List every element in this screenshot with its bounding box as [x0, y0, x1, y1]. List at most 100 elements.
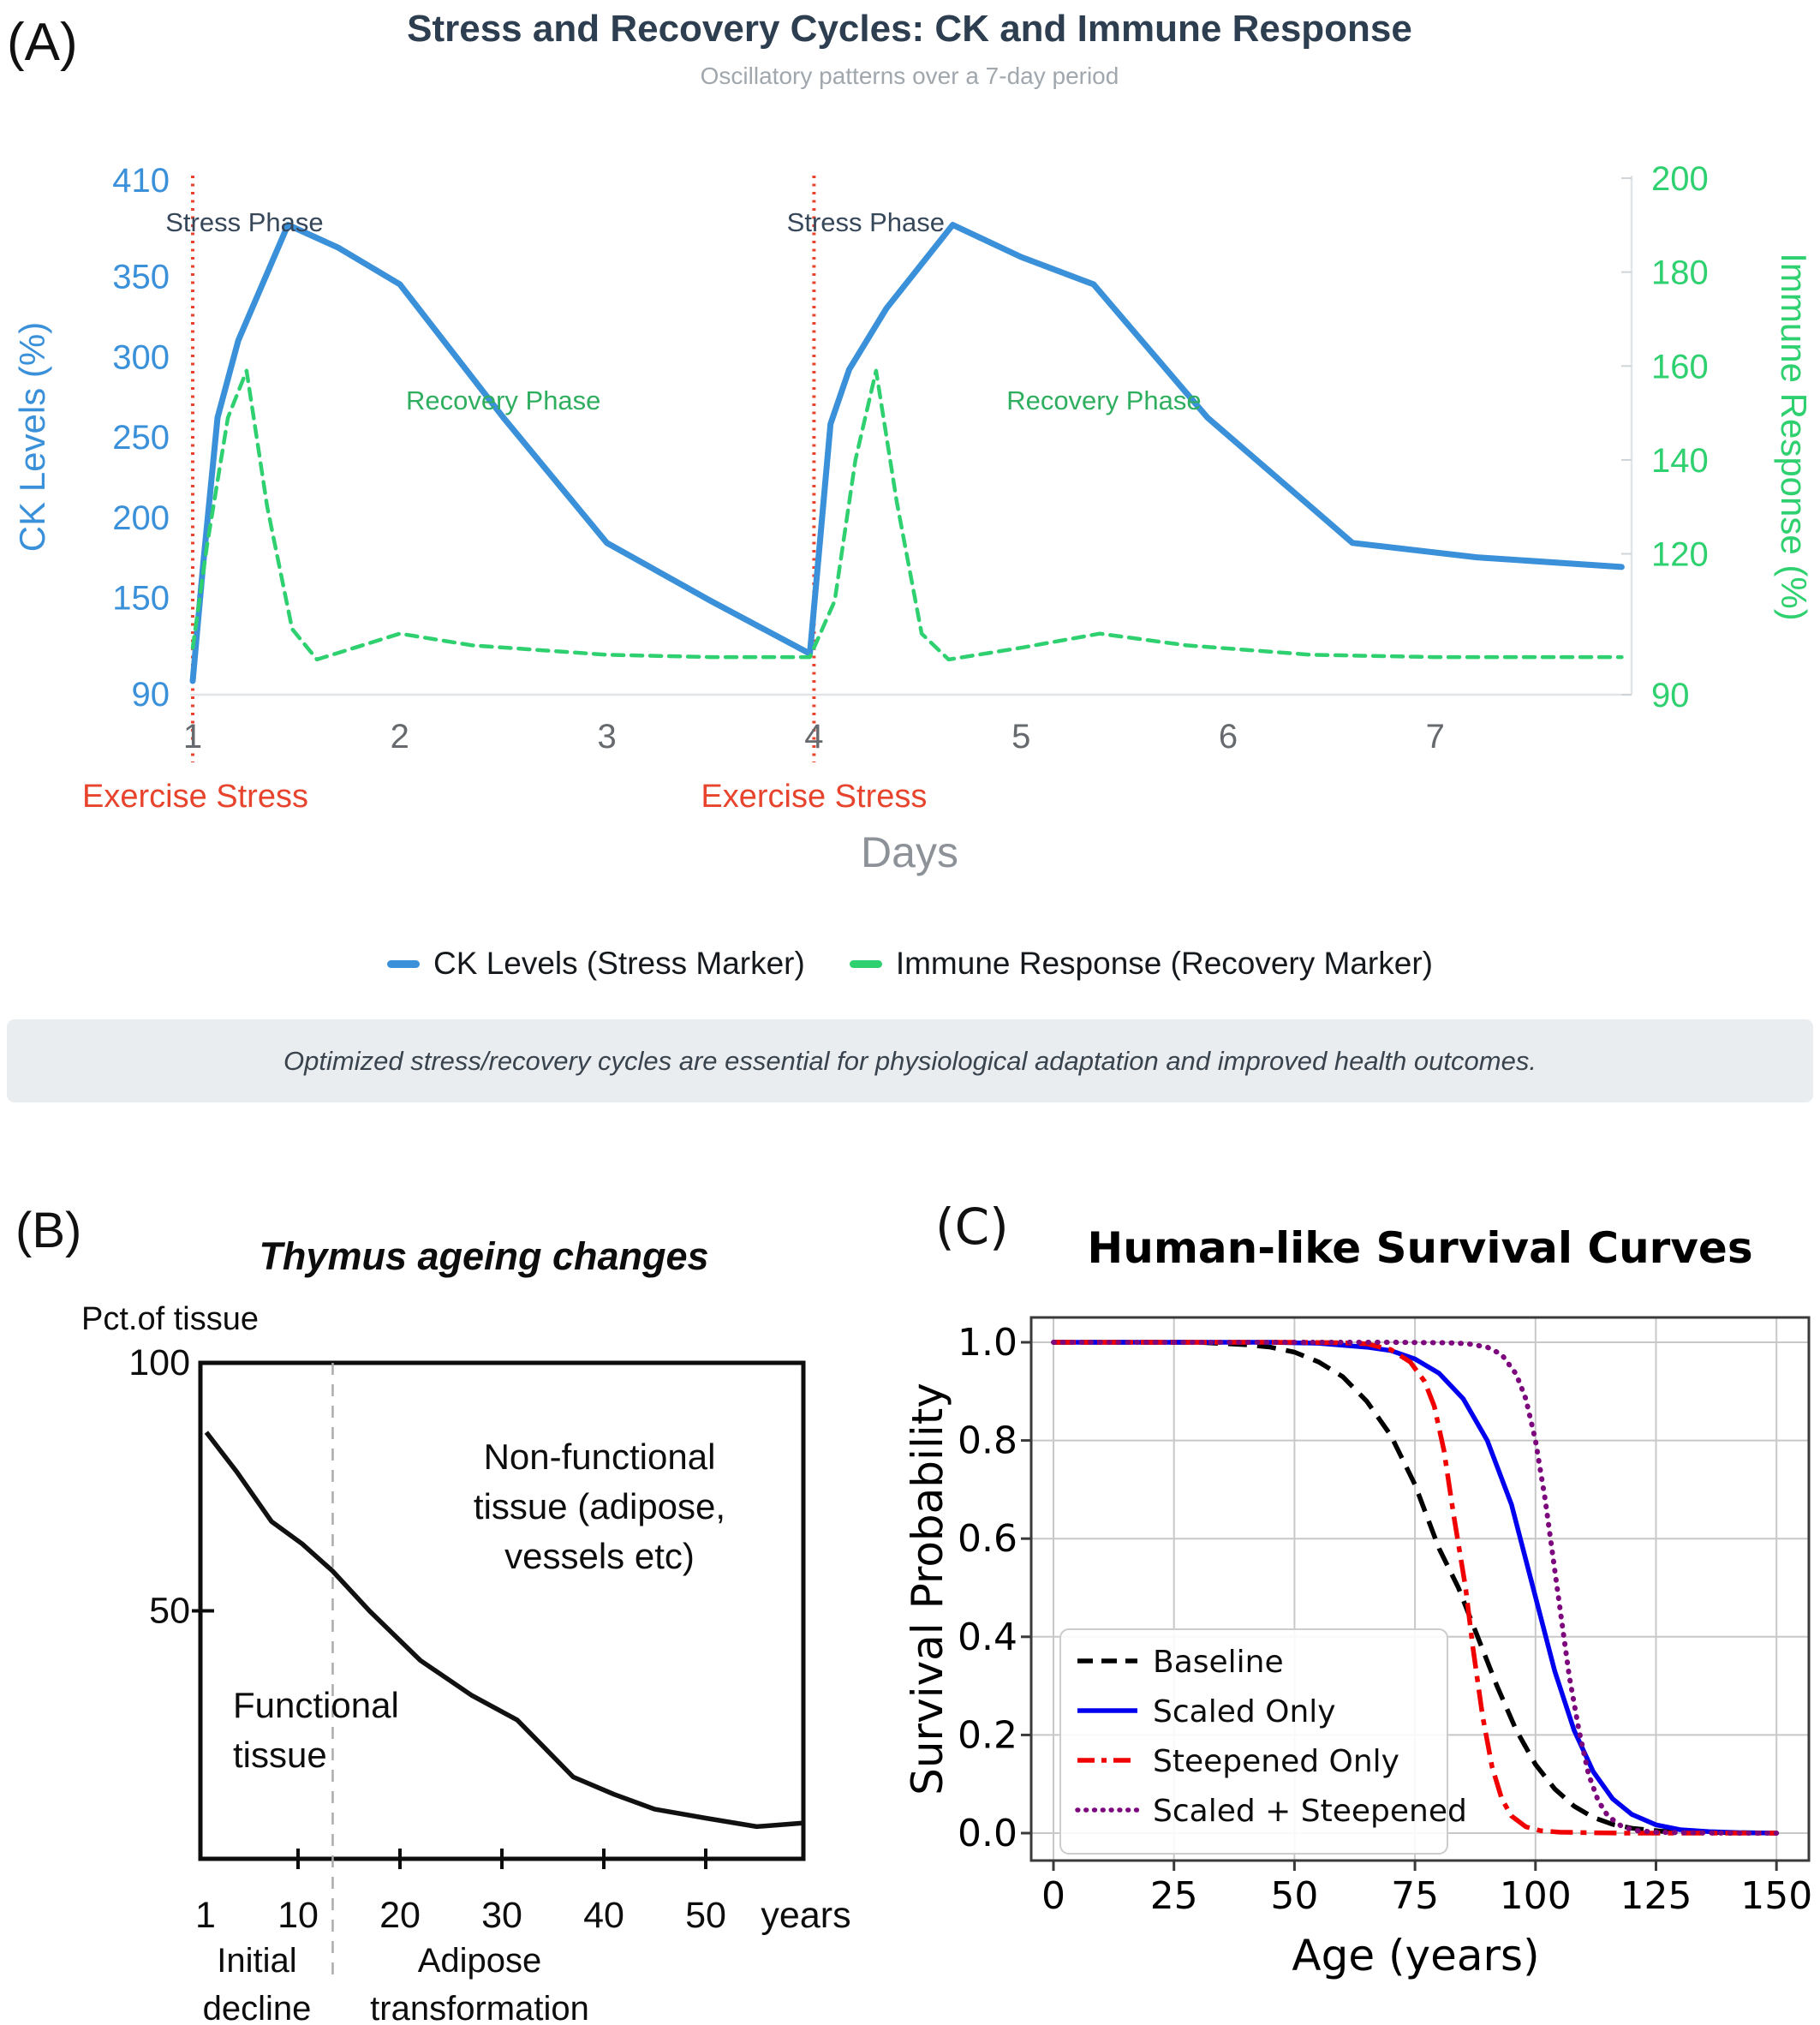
y-right-tick-label: 120 — [1651, 536, 1709, 574]
x-unit-label: years — [761, 1895, 850, 1936]
panel-b-label: (B) — [15, 1203, 81, 1258]
panel-a-annotations: Stress Phase Stress Phase Recovery Phase Re… — [165, 207, 1201, 415]
legend-label: Immune Response (Recovery Marker) — [895, 946, 1433, 981]
recovery-phase-annotation: Recovery Phase — [406, 385, 600, 415]
y-right-tick-label: 200 — [1651, 160, 1709, 198]
y-right-tick-label: 180 — [1651, 254, 1709, 292]
y-tick-label: 0.4 — [958, 1616, 1017, 1659]
y-left-tick-label: 200 — [112, 499, 170, 537]
y-tick-label: 100 — [128, 1342, 190, 1383]
stress-phase-annotation: Stress Phase — [165, 207, 323, 237]
y-tick-label: 1.0 — [958, 1321, 1017, 1365]
y-tick-label: 0.8 — [958, 1419, 1017, 1463]
y-tick-label: 0.2 — [958, 1713, 1017, 1757]
y-tick-label: 0.6 — [958, 1517, 1017, 1561]
x-tick-label: 20 — [379, 1895, 421, 1936]
y-left-tick-label: 90 — [132, 676, 170, 714]
y-left-tick-label: 350 — [112, 259, 170, 296]
x-tick-label: 5 — [1011, 718, 1030, 756]
x-tick-label: 10 — [277, 1895, 319, 1936]
panel-b-y-axis-title: Pct.of tissue — [81, 1301, 259, 1337]
legend-label: Scaled Only — [1153, 1694, 1336, 1729]
steepened-only-line — [1053, 1340, 1777, 1836]
legend-item: CK Levels (Stress Marker) — [387, 946, 805, 982]
recovery-phase-annotation: Recovery Phase — [1006, 385, 1201, 415]
legend-label: Baseline — [1153, 1645, 1284, 1680]
panel-c-tick-labels: 0 25 50 75 100 125 150 0.0 0.2 0.4 0.6 0.8 1.0 — [958, 1321, 1812, 1918]
panel-b-plot — [192, 1360, 806, 1979]
caption-banner: Optimized stress/recovery cycles are ess… — [7, 1019, 1813, 1102]
panel-a-title: Stress and Recovery Cycles: CK and Immun… — [407, 8, 1412, 50]
y-tick-label: 50 — [149, 1591, 190, 1632]
panel-a-event-lines: Exercise Stress Exercise Stress — [82, 176, 927, 815]
panel-c-x-axis-title: Age (years) — [1292, 1931, 1539, 1980]
non-functional-tissue-annotation: vessels etc) — [504, 1536, 695, 1576]
x-tick-label: 3 — [597, 718, 616, 756]
panel-a-x-axis-title: Days — [861, 828, 958, 876]
panel-b-title: Thymus ageing changes — [259, 1234, 708, 1278]
x-tick-label: 1 — [183, 718, 202, 756]
legend-label: Scaled + Steepened — [1153, 1794, 1467, 1829]
panel-a-axes — [190, 176, 1633, 696]
non-functional-tissue-annotation: Non-functional — [484, 1437, 716, 1477]
panel-c-frame — [1021, 1316, 1811, 1871]
panel-a-subtitle: Oscillatory patterns over a 7-day period — [701, 63, 1119, 89]
panel-a-y-left-axis-title: CK Levels (%) — [12, 322, 52, 552]
functional-tissue-annotation: tissue — [233, 1735, 327, 1775]
panel-a-tick-labels: 410 350 300 250 200 150 90 200 180 160 140 120 90 1 2 3… — [112, 160, 1709, 756]
y-left-tick-label: 410 — [112, 162, 170, 200]
panel-a-legend: CK Levels (Stress Marker) Immune Response… — [0, 936, 1820, 991]
exercise-stress-label: Exercise Stress — [82, 779, 308, 815]
panel-b-chart: (B) Thymus ageing changes Pct.of tissue … — [15, 1203, 851, 2025]
legend-swatch — [849, 959, 882, 968]
x-tick-label: 4 — [804, 718, 823, 756]
caption-text: Optimized stress/recovery cycles are ess… — [283, 1045, 1537, 1076]
x-tick-label: 0 — [1041, 1874, 1065, 1918]
panel-c-chart: (C) Human-like Survival Curves Survival … — [903, 1198, 1812, 1980]
panel-a-chart: (A) Stress and Recovery Cycles: CK and I… — [7, 8, 1814, 876]
x-tick-label: 30 — [481, 1895, 522, 1936]
x-tick-label: 1 — [195, 1895, 216, 1936]
x-tick-label: 6 — [1219, 718, 1238, 756]
initial-decline-label: decline — [203, 1990, 312, 2025]
y-right-tick-label: 90 — [1651, 677, 1690, 714]
panel-c-title: Human-like Survival Curves — [1087, 1223, 1752, 1273]
y-tick-label: 0.0 — [958, 1812, 1017, 1855]
panel-a-series — [189, 222, 1625, 684]
panel-c-y-axis-title: Survival Probability — [903, 1383, 952, 1795]
x-tick-label: 40 — [583, 1895, 624, 1936]
panel-a-label: (A) — [7, 13, 78, 72]
adipose-transformation-label: Adipose — [418, 1942, 542, 1980]
ck-levels-line — [189, 222, 1625, 684]
initial-decline-label: Initial — [217, 1942, 296, 1980]
y-left-tick-label: 300 — [112, 338, 170, 376]
x-tick-label: 25 — [1150, 1874, 1198, 1918]
scaled-only-line — [1053, 1340, 1777, 1836]
x-tick-label: 125 — [1620, 1874, 1692, 1918]
y-right-tick-label: 140 — [1651, 442, 1709, 480]
y-left-tick-label: 150 — [112, 580, 170, 618]
panel-c-label: (C) — [935, 1198, 1009, 1256]
x-tick-label: 75 — [1391, 1874, 1439, 1918]
functional-tissue-line — [204, 1431, 803, 1830]
panel-a-y-right-axis-title: Immune Response (%) — [1774, 253, 1814, 621]
non-functional-tissue-annotation: tissue (adipose, — [474, 1486, 725, 1526]
x-tick-label: 50 — [685, 1895, 726, 1936]
legend-box — [1059, 1628, 1448, 1855]
stress-phase-annotation: Stress Phase — [787, 207, 945, 237]
panel-b-annotations: Non-functional tissue (adipose, vessels et… — [203, 1437, 725, 2025]
y-right-tick-label: 160 — [1651, 348, 1709, 385]
panel-c-series — [1051, 1340, 1780, 1836]
x-tick-label: 50 — [1270, 1874, 1318, 1918]
adipose-transformation-label: transformation — [370, 1990, 589, 2025]
y-left-tick-label: 250 — [112, 419, 170, 457]
functional-tissue-annotation: Functional — [233, 1685, 399, 1725]
scaled-steepened-line — [1051, 1340, 1780, 1836]
legend-item: Immune Response (Recovery Marker) — [849, 946, 1433, 982]
x-tick-label: 7 — [1426, 718, 1445, 756]
legend-swatch — [387, 959, 421, 968]
x-tick-label: 100 — [1500, 1874, 1572, 1918]
exercise-stress-label: Exercise Stress — [701, 779, 927, 815]
plot-frame — [1029, 1316, 1811, 1862]
x-tick-label: 2 — [391, 718, 409, 756]
